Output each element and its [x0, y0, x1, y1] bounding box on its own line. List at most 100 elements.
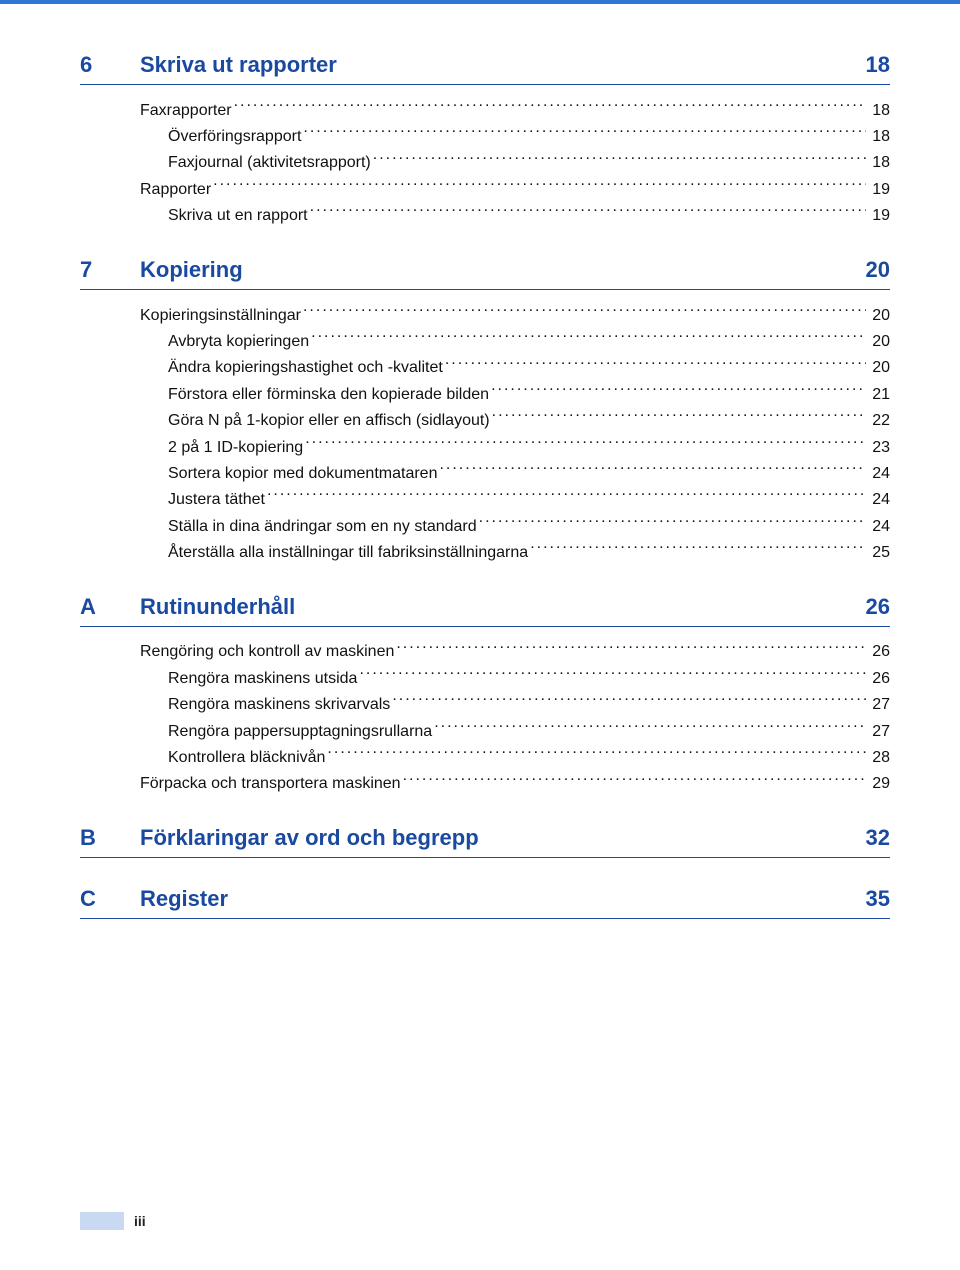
toc-section-title: Förklaringar av ord och begrepp [140, 825, 854, 851]
toc-section-number: 7 [80, 257, 140, 283]
toc-leader-dots [491, 381, 866, 399]
toc-entry: Ändra kopieringshastighet och -kvalitet … [140, 355, 890, 381]
toc-section-header: CRegister 35 [80, 886, 890, 919]
toc-section-header: 6Skriva ut rapporter18 [80, 52, 890, 85]
toc-entry-page: 26 [868, 640, 890, 665]
toc-section: CRegister 35 [80, 886, 890, 919]
toc-entries: Rengöring och kontroll av maskinen 26Ren… [140, 639, 890, 797]
toc-entry: 2 på 1 ID-kopiering 23 [140, 434, 890, 460]
toc-entry: Rapporter 19 [140, 176, 890, 202]
toc-entry-page: 24 [868, 488, 890, 513]
toc-entry: Återställa alla inställningar till fabri… [140, 539, 890, 565]
page-footer: iii [80, 1212, 890, 1230]
toc-section: 7Kopiering20Kopieringsinställningar 20Av… [80, 257, 890, 566]
page-number: iii [134, 1213, 146, 1229]
toc-entry-page: 19 [868, 178, 890, 203]
toc-leader-dots [434, 718, 866, 736]
toc-entry-page: 24 [868, 462, 890, 487]
toc-entry-label: Förpacka och transportera maskinen [140, 772, 401, 797]
toc-entry: Avbryta kopieringen 20 [140, 328, 890, 354]
toc-entry-page: 27 [868, 693, 890, 718]
toc-entry-label: Sortera kopior med dokumentmataren [168, 462, 437, 487]
toc-entry-page: 20 [868, 304, 890, 329]
toc-leader-dots [267, 487, 866, 505]
toc-leader-dots [396, 639, 866, 657]
toc-section-title: Kopiering [140, 257, 854, 283]
toc-entries: Faxrapporter 18Överföringsrapport 18Faxj… [140, 97, 890, 229]
toc-entry-label: 2 på 1 ID-kopiering [168, 436, 303, 461]
toc-entry-page: 28 [868, 746, 890, 771]
toc-section: ARutinunderhåll26Rengöring och kontroll … [80, 594, 890, 797]
toc-leader-dots [303, 123, 866, 141]
toc-leader-dots [234, 97, 867, 115]
toc-entry-label: Rengöra maskinens utsida [168, 667, 357, 692]
toc-entry: Kopieringsinställningar 20 [140, 302, 890, 328]
footer-accent-block [80, 1212, 124, 1230]
toc-entry-label: Rapporter [140, 178, 211, 203]
toc-section-number: 6 [80, 52, 140, 78]
toc-leader-dots [439, 460, 866, 478]
toc-leader-dots [530, 539, 866, 557]
toc-entry: Göra N på 1-kopior eller en affisch (sid… [140, 408, 890, 434]
toc-section-number: B [80, 825, 140, 851]
toc-entry-page: 18 [868, 125, 890, 150]
toc-leader-dots [373, 150, 866, 168]
toc-entry-page: 29 [868, 772, 890, 797]
toc-section: 6Skriva ut rapporter18Faxrapporter 18Öve… [80, 52, 890, 229]
toc-entry-page: 21 [868, 383, 890, 408]
toc-entry-page: 22 [868, 409, 890, 434]
toc-section-number: C [80, 886, 140, 912]
toc-leader-dots [479, 513, 867, 531]
toc-entry-label: Faxrapporter [140, 99, 232, 124]
toc-entry-label: Avbryta kopieringen [168, 330, 309, 355]
toc-leader-dots [327, 744, 866, 762]
toc-entries: Kopieringsinställningar 20Avbryta kopier… [140, 302, 890, 566]
toc-entry-label: Faxjournal (aktivitetsrapport) [168, 151, 371, 176]
toc-entry-page: 18 [868, 99, 890, 124]
toc-leader-dots [403, 771, 867, 789]
toc-entry-label: Kontrollera bläcknivån [168, 746, 325, 771]
toc-leader-dots [303, 302, 866, 320]
toc-entry-page: 27 [868, 720, 890, 745]
toc-section-header: ARutinunderhåll26 [80, 594, 890, 627]
table-of-contents: 6Skriva ut rapporter18Faxrapporter 18Öve… [80, 52, 890, 1212]
toc-leader-dots [311, 328, 866, 346]
toc-leader-dots [492, 408, 867, 426]
toc-entry-label: Rengöra pappersupptagningsrullarna [168, 720, 432, 745]
toc-entry-label: Överföringsrapport [168, 125, 301, 150]
toc-leader-dots [305, 434, 866, 452]
toc-entry-label: Skriva ut en rapport [168, 204, 308, 229]
toc-entry-label: Ändra kopieringshastighet och -kvalitet [168, 356, 443, 381]
toc-section-page: 32 [866, 825, 890, 851]
toc-entry-page: 19 [868, 204, 890, 229]
toc-section-title: Rutinunderhåll [140, 594, 854, 620]
toc-entry-page: 25 [868, 541, 890, 566]
toc-entry: Faxjournal (aktivitetsrapport) 18 [140, 150, 890, 176]
toc-entry: Rengöring och kontroll av maskinen 26 [140, 639, 890, 665]
toc-entry-label: Justera täthet [168, 488, 265, 513]
toc-entry-page: 20 [868, 330, 890, 355]
toc-section-page: 35 [866, 886, 890, 912]
toc-leader-dots [392, 692, 866, 710]
toc-section-page: 26 [866, 594, 890, 620]
toc-section-title: Register [140, 886, 854, 912]
toc-page: 6Skriva ut rapporter18Faxrapporter 18Öve… [0, 0, 960, 1270]
toc-entry: Kontrollera bläcknivån 28 [140, 744, 890, 770]
toc-leader-dots [310, 203, 867, 221]
toc-entry-label: Återställa alla inställningar till fabri… [168, 541, 528, 566]
toc-leader-dots [359, 665, 866, 683]
toc-entry-label: Göra N på 1-kopior eller en affisch (sid… [168, 409, 490, 434]
toc-section-page: 20 [866, 257, 890, 283]
toc-entry-page: 26 [868, 667, 890, 692]
toc-section-page: 18 [866, 52, 890, 78]
toc-entry-page: 18 [868, 151, 890, 176]
toc-entry: Förstora eller förminska den kopierade b… [140, 381, 890, 407]
toc-entry-label: Kopieringsinställningar [140, 304, 301, 329]
toc-entry: Skriva ut en rapport 19 [140, 203, 890, 229]
toc-entry: Rengöra pappersupptagningsrullarna 27 [140, 718, 890, 744]
toc-section-header: 7Kopiering 20 [80, 257, 890, 290]
toc-entry: Förpacka och transportera maskinen 29 [140, 771, 890, 797]
toc-leader-dots [445, 355, 866, 373]
toc-entry: Ställa in dina ändringar som en ny stand… [140, 513, 890, 539]
toc-entry: Faxrapporter 18 [140, 97, 890, 123]
